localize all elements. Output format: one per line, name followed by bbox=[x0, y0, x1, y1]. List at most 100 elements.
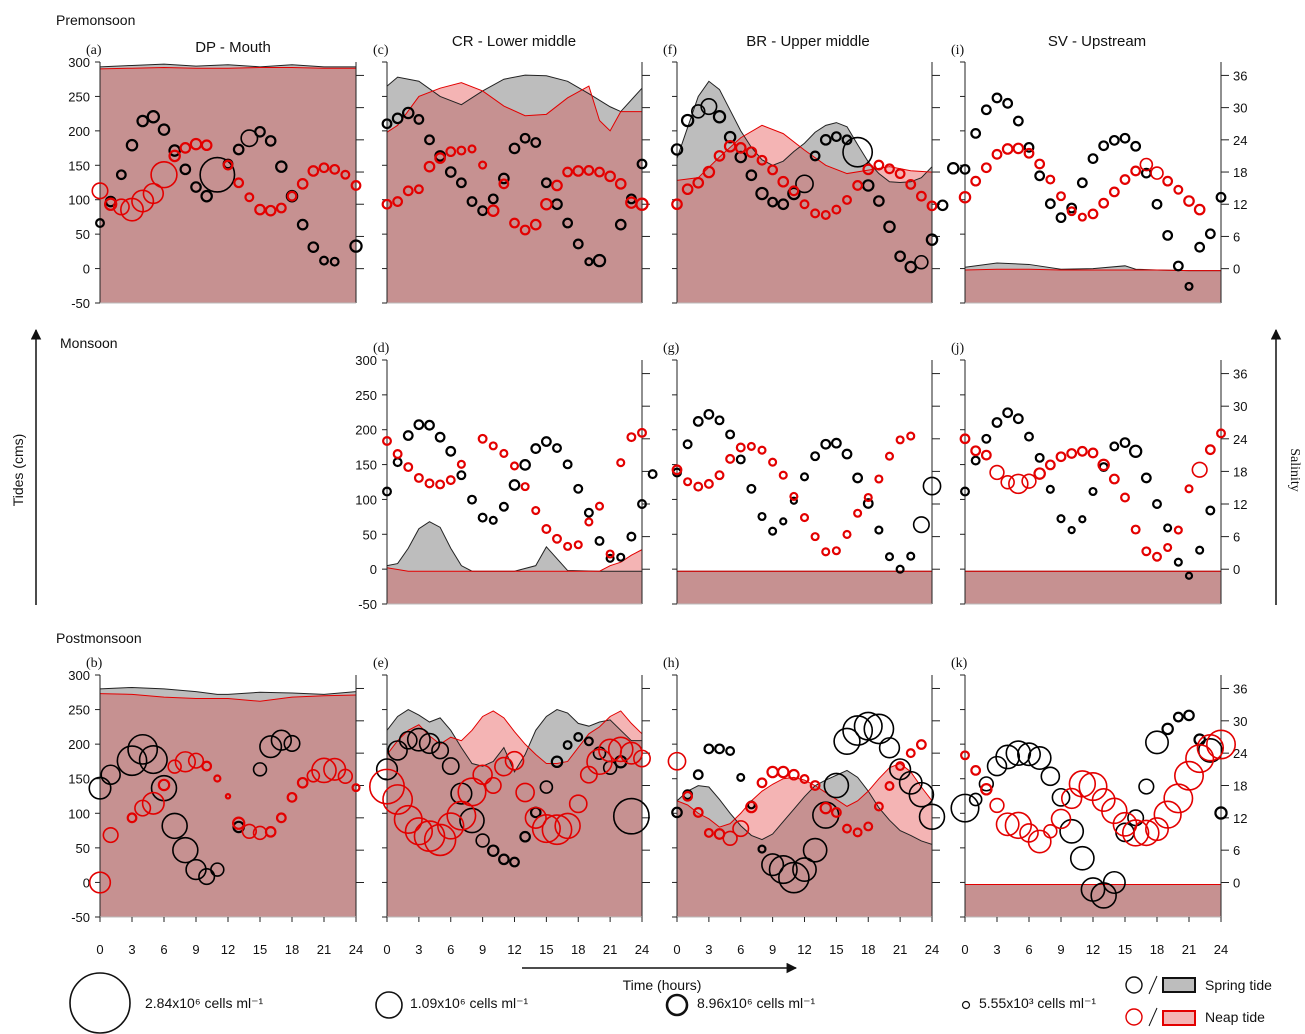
neap-salinity-point bbox=[504, 750, 525, 771]
neap-salinity-point bbox=[1066, 448, 1078, 459]
spring-salinity-point bbox=[823, 772, 850, 799]
tide-overlap-area bbox=[387, 710, 642, 917]
spring-salinity-point bbox=[232, 143, 245, 156]
neap-salinity-point bbox=[1027, 829, 1052, 854]
neap-salinity-point bbox=[799, 774, 810, 784]
spring-salinity-point bbox=[636, 158, 648, 170]
panel-postmonsoon-dp: 300 250 200 150 100 50 0 -50 0 3 6 9 12 15 18 21 24 (b) bbox=[68, 656, 364, 957]
neap-salinity-point bbox=[767, 164, 779, 176]
neap-salinity-point bbox=[831, 204, 842, 215]
neap-salinity-point bbox=[768, 457, 778, 467]
neap-salinity-point bbox=[382, 436, 392, 446]
spring-salinity-point bbox=[637, 499, 647, 509]
neap-salinity-point bbox=[488, 441, 498, 451]
neap-salinity-point bbox=[382, 784, 414, 815]
legend-neap-marker bbox=[1125, 1008, 1143, 1026]
legend-spring-slash bbox=[1148, 975, 1158, 995]
spring-salinity-point bbox=[1151, 198, 1163, 210]
spring-salinity-point bbox=[904, 260, 918, 274]
neap-salinity-point bbox=[905, 178, 917, 190]
spring-salinity-point bbox=[1076, 177, 1088, 189]
neap-salinity-point bbox=[980, 449, 992, 461]
spring-salinity-point bbox=[1172, 260, 1184, 272]
spring-salinity-point bbox=[991, 92, 1003, 104]
spring-salinity-point bbox=[418, 732, 441, 755]
spring-salinity-point bbox=[509, 856, 520, 868]
spring-salinity-point bbox=[884, 552, 895, 562]
neap-salinity-point bbox=[264, 204, 277, 217]
spring-salinity-point bbox=[392, 457, 403, 468]
tide-tick-label: 200 bbox=[355, 423, 377, 438]
spring-salinity-point bbox=[375, 758, 399, 781]
legend-spring-swatch bbox=[1162, 977, 1196, 993]
neap-salinity-point bbox=[884, 163, 895, 175]
time-tick-label: 3 bbox=[705, 942, 712, 957]
neap-salinity-point bbox=[167, 759, 182, 774]
tide-tick-label: 100 bbox=[68, 193, 90, 208]
spring-salinity-point bbox=[968, 792, 983, 807]
spring-salinity-point bbox=[573, 732, 584, 742]
spring-salinity-point bbox=[1119, 437, 1131, 449]
tide-tick-label: 0 bbox=[370, 562, 377, 577]
neap-salinity-point bbox=[403, 462, 414, 473]
neap-salinity-point bbox=[286, 791, 298, 803]
neap-salinity-point bbox=[498, 178, 510, 190]
spring-salinity-point bbox=[714, 743, 725, 755]
spring-salinity-point bbox=[127, 733, 159, 765]
neap-salinity-point bbox=[1044, 459, 1056, 471]
neap-salinity-point bbox=[667, 751, 687, 771]
salinity-points bbox=[671, 408, 942, 574]
spring-salinity-point bbox=[1069, 845, 1095, 871]
neap-salinity-point bbox=[1133, 819, 1160, 847]
neap-salinity-point bbox=[456, 459, 466, 469]
spring-salinity-point bbox=[795, 174, 814, 194]
neap-salinity-point bbox=[402, 185, 414, 197]
spring-salinity-point bbox=[894, 250, 906, 263]
neap-salinity-point bbox=[519, 224, 531, 236]
neap-salinity-point bbox=[1060, 787, 1083, 810]
neap-salinity-point bbox=[584, 517, 594, 527]
spring-salinity-point bbox=[725, 429, 736, 440]
neap-salinity-point bbox=[434, 152, 446, 164]
neap-salinity-point bbox=[1066, 206, 1077, 217]
neap-salinity-point bbox=[275, 202, 287, 214]
spring-salinity-point bbox=[980, 104, 992, 116]
neap-salinity-point bbox=[572, 165, 585, 177]
spring-salinity-point bbox=[254, 125, 266, 138]
spring-salinity-point bbox=[1183, 709, 1195, 722]
neap-salinity-point bbox=[594, 166, 605, 178]
neap-salinity-point bbox=[541, 524, 552, 534]
y-axis-label-tides: Tides (cms) bbox=[10, 434, 26, 507]
neap-salinity-point bbox=[540, 197, 553, 211]
panel-premonsoon-cr: (c) bbox=[373, 43, 650, 304]
spring-salinity-point bbox=[647, 469, 658, 480]
neap-salinity-point bbox=[1091, 788, 1116, 813]
salinity-points bbox=[958, 92, 1227, 291]
neap-salinity-point bbox=[1163, 783, 1194, 814]
spring-salinity-point bbox=[95, 218, 105, 228]
spring-salinity-point bbox=[799, 472, 810, 482]
spring-salinity-point bbox=[329, 256, 340, 267]
spring-salinity-point bbox=[1161, 722, 1174, 736]
tide-overlap-area bbox=[100, 67, 356, 303]
spring-salinity-point bbox=[757, 844, 767, 854]
spring-salinity-point bbox=[349, 239, 363, 253]
tide-tick-label: 50 bbox=[76, 227, 90, 242]
spring-salinity-point bbox=[874, 525, 884, 535]
spring-salinity-point bbox=[583, 736, 594, 747]
spring-salinity-point bbox=[820, 438, 832, 450]
spring-salinity-point bbox=[562, 740, 573, 751]
neap-salinity-point bbox=[1055, 451, 1067, 463]
neap-salinity-point bbox=[626, 432, 637, 443]
panel-label: (j) bbox=[951, 341, 965, 356]
legend-spring-label: Spring tide bbox=[1205, 977, 1272, 993]
neap-salinity-point bbox=[1050, 808, 1072, 830]
spring-salinity-point bbox=[861, 179, 875, 192]
spring-salinity-point bbox=[413, 419, 425, 431]
neap-salinity-point bbox=[722, 830, 738, 846]
neap-salinity-point bbox=[637, 427, 647, 438]
spring-salinity-point bbox=[777, 198, 790, 211]
time-tick-label: 21 bbox=[893, 942, 907, 957]
neap-salinity-point bbox=[1145, 817, 1169, 842]
neap-salinity-point bbox=[852, 180, 864, 191]
